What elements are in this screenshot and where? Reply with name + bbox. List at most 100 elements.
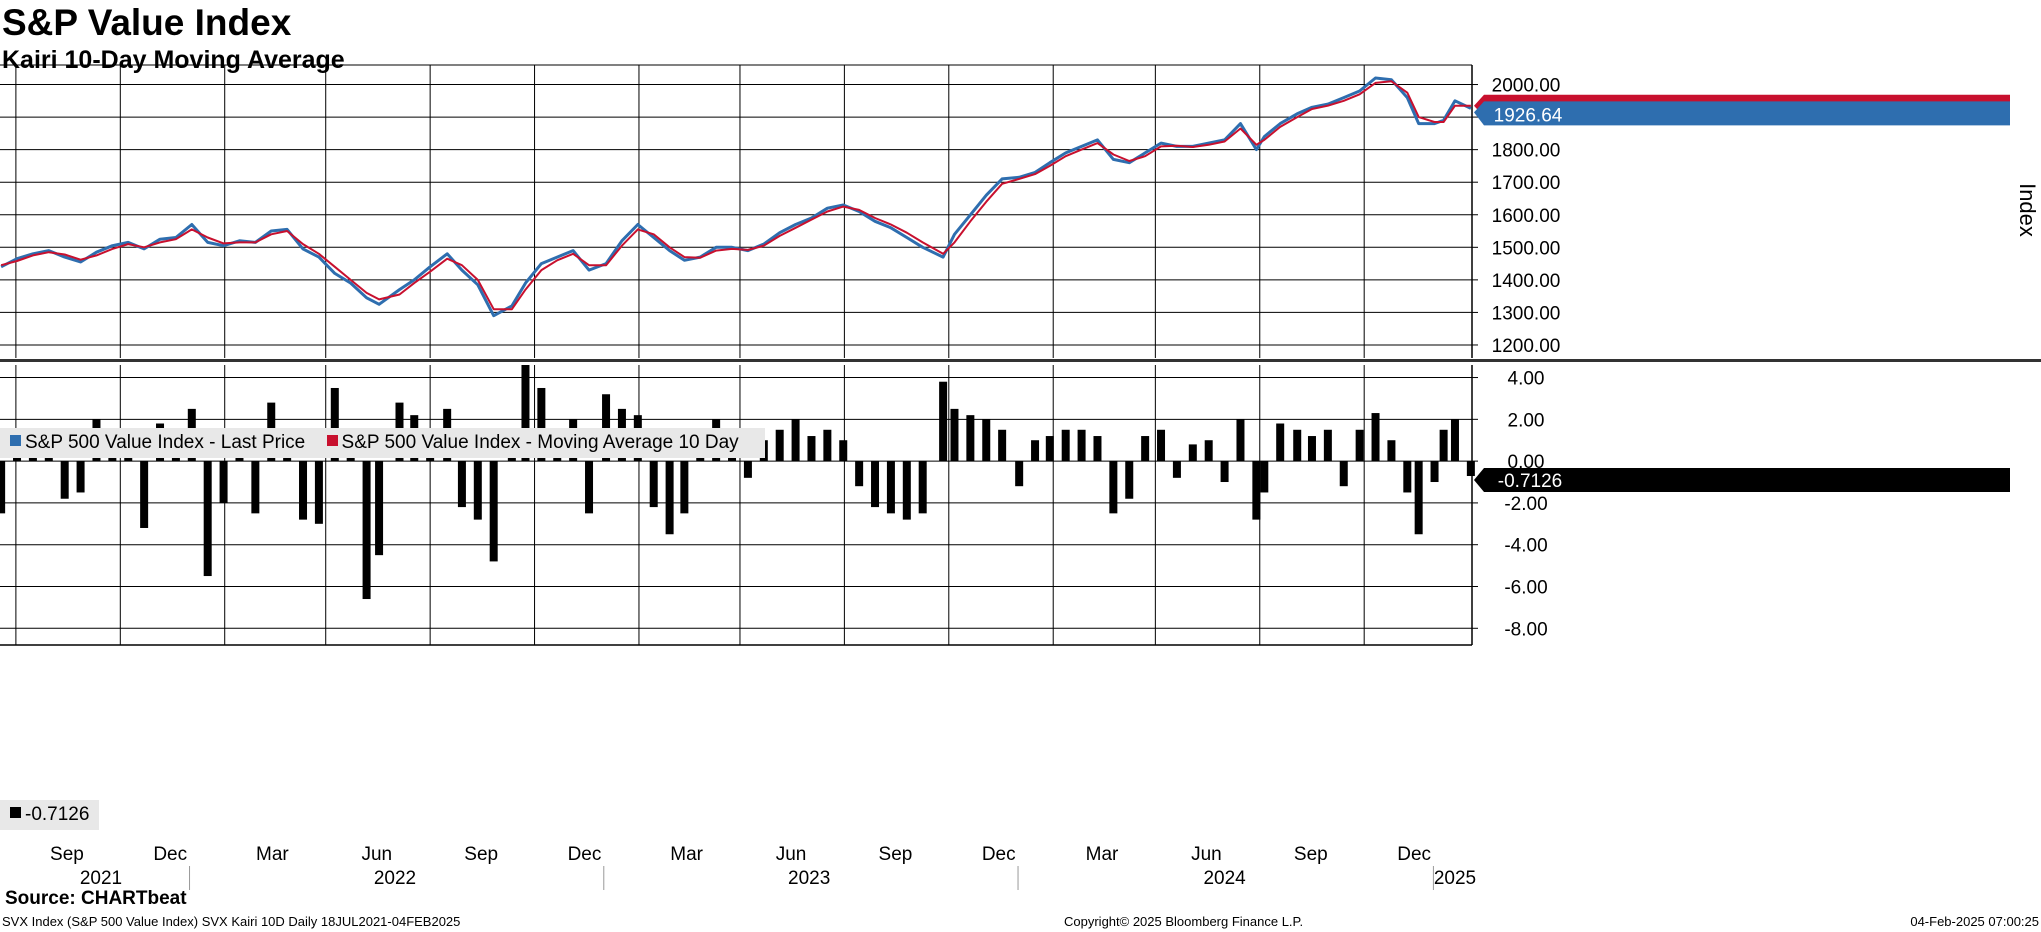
kairi-bar <box>680 461 689 514</box>
kairi-bar <box>537 387 546 462</box>
price-ytick-label: 1800.00 <box>1492 141 1561 162</box>
x-month-label: Jun <box>776 844 807 865</box>
kairi-bar <box>939 381 948 462</box>
x-year-label: 2025 <box>1434 868 1476 889</box>
kairi-bar <box>219 461 228 503</box>
price-ytick-label: 1300.00 <box>1492 303 1561 324</box>
kairi-bar <box>60 461 69 499</box>
kairi-bar <box>1157 429 1166 462</box>
last-price-value-tag <box>1474 101 2010 126</box>
kairi-bar <box>1045 436 1054 462</box>
kairi-bar <box>375 461 384 556</box>
kairi-bar <box>521 365 530 462</box>
kairi-ytick-label: -4.00 <box>1504 536 1547 557</box>
moving-average-series-line <box>0 80 1471 311</box>
x-month-label: Sep <box>464 844 498 865</box>
price-ytick-label: 1400.00 <box>1492 271 1561 292</box>
kairi-bar <box>1077 429 1086 462</box>
legend-item-last-price: S&P 500 Value Index - Last Price <box>10 428 305 458</box>
kairi-bar <box>1109 461 1118 514</box>
kairi-bar <box>1252 461 1261 520</box>
x-month-label: Mar <box>670 844 703 865</box>
kairi-ytick-label: 0.00 <box>1508 452 1545 473</box>
x-month-label: Jun <box>1191 844 1222 865</box>
kairi-bar <box>140 461 149 528</box>
kairi-bar <box>1276 423 1285 462</box>
kairi-bar <box>1220 461 1229 483</box>
kairi-bar <box>1450 419 1459 462</box>
kairi-bar <box>1293 429 1302 462</box>
kairi-value-label: -0.7126 <box>1498 471 1562 492</box>
kairi-bar <box>1125 461 1134 499</box>
kairi-bar <box>330 387 339 462</box>
kairi-ytick-label: -2.00 <box>1504 494 1547 515</box>
kairi-bar <box>1439 429 1448 462</box>
kairi-legend: -0.7126 <box>0 800 100 830</box>
x-year-label: 2022 <box>374 868 416 889</box>
kairi-bar <box>1172 461 1181 478</box>
kairi-ytick-label: -8.00 <box>1504 619 1547 640</box>
kairi-bar <box>1061 429 1070 462</box>
kairi-bar <box>1414 461 1423 535</box>
kairi-bar <box>807 436 816 462</box>
kairi-ytick-label: -6.00 <box>1504 577 1547 598</box>
price-ytick-label: 1200.00 <box>1492 336 1561 357</box>
kairi-value-tag <box>1474 468 2010 493</box>
kairi-bar <box>1204 440 1213 462</box>
kairi-bar <box>1188 444 1197 462</box>
kairi-ytick-label: 2.00 <box>1508 410 1545 431</box>
kairi-swatch <box>10 807 21 819</box>
kairi-bar <box>918 461 927 514</box>
x-month-label: Dec <box>982 844 1016 865</box>
kairi-bar <box>1403 461 1412 493</box>
moving-average-swatch <box>326 435 338 447</box>
x-month-label: Sep <box>50 844 84 865</box>
x-year-label: 2024 <box>1203 868 1246 889</box>
x-month-label: Sep <box>879 844 913 865</box>
kairi-bar <box>902 461 911 520</box>
chart-title: S&P Value Index <box>2 2 292 43</box>
kairi-bar <box>998 429 1007 462</box>
kairi-bar <box>966 415 975 462</box>
kairi-legend-value: -0.7126 <box>25 804 90 825</box>
kairi-bar <box>585 461 594 514</box>
legend-label-moving-average: S&P 500 Value Index - Moving Average 10 … <box>341 432 739 453</box>
last-price-value-label: 1926.64 <box>1494 105 1563 126</box>
footer-copyright: Copyright© 2025 Bloomberg Finance L.P. <box>1064 914 1304 929</box>
kairi-bar <box>1307 436 1316 462</box>
x-month-label: Jun <box>361 844 392 865</box>
kairi-bar <box>855 461 864 487</box>
kairi-bar <box>203 461 212 577</box>
legend-item-moving-average: S&P 500 Value Index - Moving Average 10 … <box>326 428 739 458</box>
kairi-bar <box>839 440 848 462</box>
x-month-label: Dec <box>153 844 187 865</box>
x-month-label: Mar <box>1086 844 1119 865</box>
x-month-label: Dec <box>568 844 602 865</box>
x-month-label: Sep <box>1294 844 1328 865</box>
x-year-label: 2021 <box>80 868 122 889</box>
kairi-bar <box>473 461 482 520</box>
chart-subtitle: Kairi 10-Day Moving Average <box>2 46 345 74</box>
kairi-bar <box>1387 440 1396 462</box>
kairi-bar <box>1260 461 1269 493</box>
price-ytick-label: 1700.00 <box>1492 173 1561 194</box>
kairi-bar <box>665 461 674 535</box>
kairi-bar <box>1371 413 1380 462</box>
last-price-swatch <box>10 435 21 447</box>
panel-divider <box>0 359 2041 362</box>
kairi-ytick-label: 4.00 <box>1508 369 1545 390</box>
kairi-bar <box>791 419 800 462</box>
kairi-bar <box>1031 440 1040 462</box>
kairi-bar <box>982 419 991 462</box>
kairi-bar <box>1015 461 1024 487</box>
kairi-bar <box>314 461 323 524</box>
kairi-bar <box>1236 419 1245 462</box>
kairi-bar <box>602 394 611 462</box>
price-ytick-label: 1600.00 <box>1492 206 1561 227</box>
kairi-bar <box>0 461 6 514</box>
kairi-bar <box>886 461 895 514</box>
kairi-bar <box>950 408 959 462</box>
footer-timestamp: 04-Feb-2025 07:00:25 <box>1910 914 2039 929</box>
kairi-bar <box>1323 429 1332 462</box>
